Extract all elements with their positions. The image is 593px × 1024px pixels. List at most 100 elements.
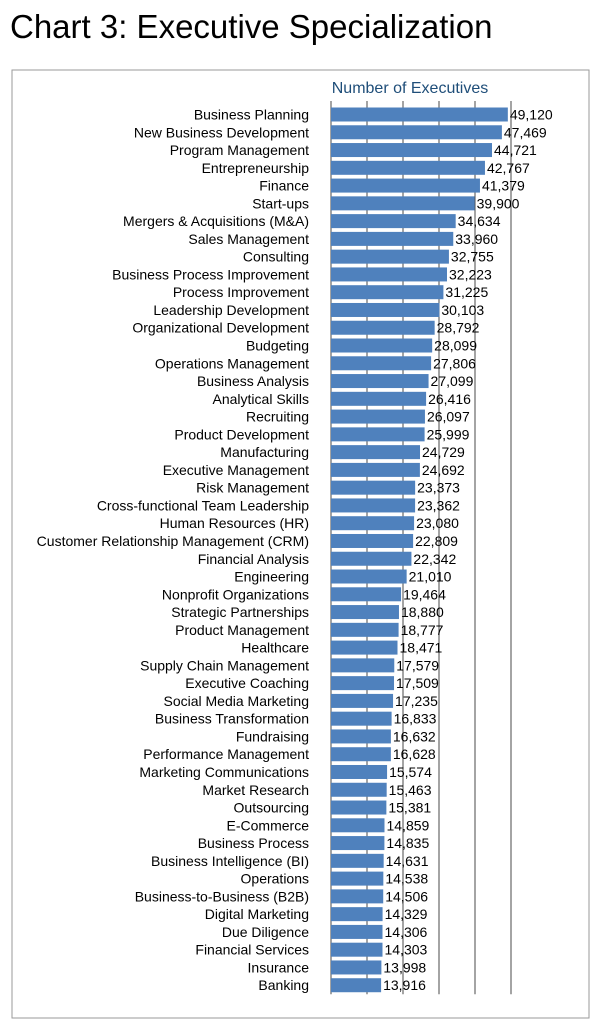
bar [331, 178, 480, 193]
category-label: Marketing Communications [139, 764, 309, 780]
data-label: 15,463 [389, 782, 432, 798]
bar [331, 978, 382, 993]
category-label: E-Commerce [227, 817, 310, 833]
category-label: Organizational Development [132, 320, 309, 336]
data-label: 18,777 [401, 622, 444, 638]
data-label: 25,999 [427, 426, 470, 442]
data-label: 14,303 [384, 942, 427, 958]
category-label: Fundraising [236, 728, 309, 744]
category-label: New Business Development [134, 124, 309, 140]
data-label: 13,998 [383, 959, 426, 975]
data-label: 24,692 [422, 462, 465, 478]
bar [331, 445, 421, 460]
data-label: 16,628 [393, 746, 436, 762]
page-title: Chart 3: Executive Specialization [10, 8, 493, 45]
category-label: Digital Marketing [205, 906, 309, 922]
data-label: 14,538 [385, 871, 428, 887]
bar [331, 231, 454, 246]
category-label: Financial Analysis [198, 551, 309, 567]
category-label: Market Research [202, 782, 309, 798]
bar [331, 249, 449, 264]
category-label: Banking [258, 977, 309, 993]
bar [331, 622, 399, 637]
bar [331, 836, 385, 851]
category-label: Analytical Skills [213, 391, 309, 407]
bar [331, 107, 508, 122]
bar [331, 409, 425, 424]
data-label: 21,010 [409, 569, 452, 585]
data-label: 16,632 [393, 728, 436, 744]
data-label: 18,471 [400, 640, 443, 656]
data-label: 23,362 [417, 497, 460, 513]
bar [331, 462, 420, 477]
bar [331, 605, 399, 620]
chart-frame [11, 69, 590, 1019]
category-label: Engineering [234, 569, 309, 585]
category-label: Entrepreneurship [202, 160, 310, 176]
bar [331, 782, 387, 797]
data-label: 22,809 [415, 533, 458, 549]
data-label: 27,806 [433, 355, 476, 371]
bar [331, 196, 475, 211]
bar [331, 693, 394, 708]
bar [331, 214, 456, 229]
category-label: Business Transformation [155, 711, 309, 727]
bar [331, 391, 427, 406]
category-label: Product Development [174, 426, 309, 442]
data-label: 17,579 [396, 657, 439, 673]
data-label: 28,099 [434, 338, 477, 354]
category-label: Finance [259, 178, 309, 194]
data-label: 28,792 [437, 320, 480, 336]
category-label: Risk Management [196, 480, 309, 496]
data-label: 14,506 [385, 888, 428, 904]
bar [331, 711, 392, 726]
category-label: Business Planning [194, 107, 309, 123]
category-label: Healthcare [241, 640, 309, 656]
category-label: Customer Relationship Management (CRM) [37, 533, 309, 549]
category-label: Cross-functional Team Leadership [97, 497, 309, 513]
bar [331, 818, 385, 833]
category-label: Executive Management [163, 462, 309, 478]
bar [331, 871, 384, 886]
bar [331, 160, 485, 175]
bar [331, 800, 387, 815]
bar [331, 480, 416, 495]
data-label: 23,373 [417, 480, 460, 496]
category-label: Business Analysis [197, 373, 309, 389]
bar [331, 729, 391, 744]
category-label: Executive Coaching [185, 675, 309, 691]
bar [331, 285, 444, 300]
bar [331, 658, 395, 673]
data-label: 47,469 [504, 124, 547, 140]
data-label: 41,379 [482, 178, 525, 194]
category-label: Business Intelligence (BI) [151, 853, 309, 869]
category-label: Start-ups [252, 195, 309, 211]
category-label: Social Media Marketing [163, 693, 309, 709]
bar [331, 764, 388, 779]
data-label: 31,225 [445, 284, 488, 300]
data-label: 42,767 [487, 160, 530, 176]
data-label: 14,329 [385, 906, 428, 922]
data-label: 23,080 [416, 515, 459, 531]
bar [331, 125, 502, 140]
bar [331, 924, 383, 939]
category-label: Operations [241, 871, 309, 887]
bar [331, 427, 425, 442]
category-label: Manufacturing [220, 444, 309, 460]
bar [331, 587, 402, 602]
data-label: 14,306 [385, 924, 428, 940]
bar [331, 676, 395, 691]
bar [331, 338, 433, 353]
category-label: Sales Management [188, 231, 309, 247]
bar [331, 320, 435, 335]
category-label: Performance Management [143, 746, 309, 762]
category-label: Due Diligence [222, 924, 309, 940]
data-label: 24,729 [422, 444, 465, 460]
category-label: Insurance [248, 959, 310, 975]
category-label: Human Resources (HR) [160, 515, 309, 531]
category-label: Financial Services [195, 942, 309, 958]
bar [331, 302, 440, 317]
category-label: Business Process Improvement [112, 266, 309, 282]
bar [331, 516, 415, 531]
